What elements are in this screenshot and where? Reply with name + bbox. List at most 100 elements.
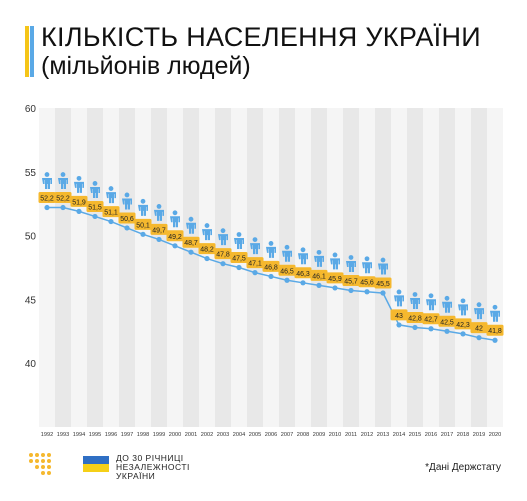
person-icon [138, 198, 148, 216]
x-tick-label: 1999 [153, 432, 165, 438]
person-icon [410, 292, 420, 309]
flag-blue-stripe [83, 456, 109, 464]
anniversary-line: УКРАЇНИ [116, 471, 156, 481]
data-point [268, 273, 274, 280]
value-label-box [486, 324, 504, 336]
year-band [471, 108, 487, 427]
data-point [172, 243, 178, 249]
x-tick-label: 1992 [41, 432, 53, 438]
value-label: 45,9 [328, 276, 342, 283]
value-label: 47,8 [216, 252, 230, 259]
value-label-box [422, 313, 440, 325]
data-point [364, 289, 370, 295]
y-tick-label: 40 [25, 359, 37, 370]
x-tick-label: 2002 [201, 432, 213, 438]
year-band [215, 108, 231, 427]
person-icon [90, 181, 100, 198]
person-icon [394, 289, 404, 307]
value-label-box [294, 267, 312, 279]
person-icon [362, 256, 372, 274]
year-band [55, 108, 71, 427]
title-accent-blue [30, 26, 34, 77]
x-tick-label: 2010 [329, 432, 341, 438]
person-icon [346, 255, 356, 272]
x-tick-label: 2014 [393, 432, 405, 438]
person-icon [202, 223, 212, 241]
year-band [103, 108, 119, 427]
population-chart: 40 45 50 55 60 1992 1993 1994 1995 1996 1997 1998 19… [25, 104, 504, 438]
person-icon [314, 249, 324, 267]
x-tick-label: 2018 [457, 432, 469, 438]
data-point [396, 322, 402, 328]
year-band [407, 108, 423, 427]
ukraine-flag-icon [83, 456, 109, 472]
value-label: 43 [395, 313, 403, 320]
data-point [44, 204, 50, 211]
x-tick-label: 2011 [345, 432, 357, 438]
value-label: 45,6 [360, 280, 374, 287]
value-label: 46,3 [296, 271, 310, 278]
y-tick-label: 45 [25, 295, 37, 306]
x-tick-label: 1996 [105, 432, 117, 438]
y-tick-label: 55 [25, 168, 37, 179]
value-label: 52,2 [40, 196, 54, 203]
year-band [311, 108, 327, 427]
y-tick-label: 60 [25, 104, 37, 115]
x-tick-label: 2020 [489, 432, 501, 438]
value-label-box [246, 257, 264, 269]
data-point [124, 225, 130, 231]
person-icon [266, 241, 276, 258]
x-tick-label: 2013 [377, 432, 389, 438]
value-label-box [326, 272, 344, 284]
person-icon [154, 204, 164, 221]
value-label-box [150, 223, 168, 235]
x-tick-label: 2012 [361, 432, 373, 438]
value-label-box [374, 277, 392, 289]
x-tick-label: 2004 [233, 432, 245, 438]
value-label-box [198, 243, 216, 255]
data-point [204, 255, 210, 262]
person-icon [42, 172, 52, 190]
value-label: 42,3 [456, 322, 470, 329]
value-label-box [102, 206, 120, 218]
data-point [380, 290, 386, 296]
person-icon [442, 295, 452, 313]
value-label-box [214, 248, 232, 260]
value-label: 45,7 [344, 278, 358, 285]
value-label: 42,8 [408, 315, 422, 322]
value-label: 52,2 [56, 196, 70, 203]
value-label-box [454, 318, 472, 330]
person-icon [426, 293, 436, 311]
data-point [76, 208, 82, 214]
person-icon [106, 186, 116, 204]
person-icon [378, 257, 388, 275]
value-label-box [390, 309, 408, 321]
data-point [444, 328, 450, 334]
chart-subtitle: (мільйонів людей) [41, 52, 251, 80]
x-tick-label: 1994 [73, 432, 85, 438]
person-icon [490, 304, 500, 322]
value-label-box [406, 311, 424, 323]
chart-title: КІЛЬКІСТЬ НАСЕЛЕННЯ УКРАЇНИ [41, 22, 481, 52]
person-icon [234, 232, 244, 249]
value-label: 48,7 [184, 240, 198, 247]
value-label-box [278, 264, 296, 276]
x-tick-label: 2009 [313, 432, 325, 438]
value-label-box [182, 236, 200, 248]
data-point [236, 264, 242, 271]
value-label: 51,5 [88, 204, 102, 211]
data-point [220, 261, 226, 267]
data-point [92, 213, 98, 220]
anniversary-text: ДО 30 РІЧНИЦІ НЕЗАЛЕЖНОСТІ УКРАЇНИ [116, 454, 190, 481]
value-label: 41,8 [488, 328, 502, 335]
x-tick-label: 2006 [265, 432, 277, 438]
x-tick-label: 2008 [297, 432, 309, 438]
data-point [252, 270, 258, 276]
person-icon [474, 302, 484, 320]
year-band [135, 108, 151, 427]
source-note: *Дані Держстату [425, 462, 501, 473]
title-accent-yellow [25, 26, 29, 77]
data-point [156, 236, 162, 243]
value-label: 46,8 [264, 264, 278, 271]
value-label-box [38, 192, 56, 204]
